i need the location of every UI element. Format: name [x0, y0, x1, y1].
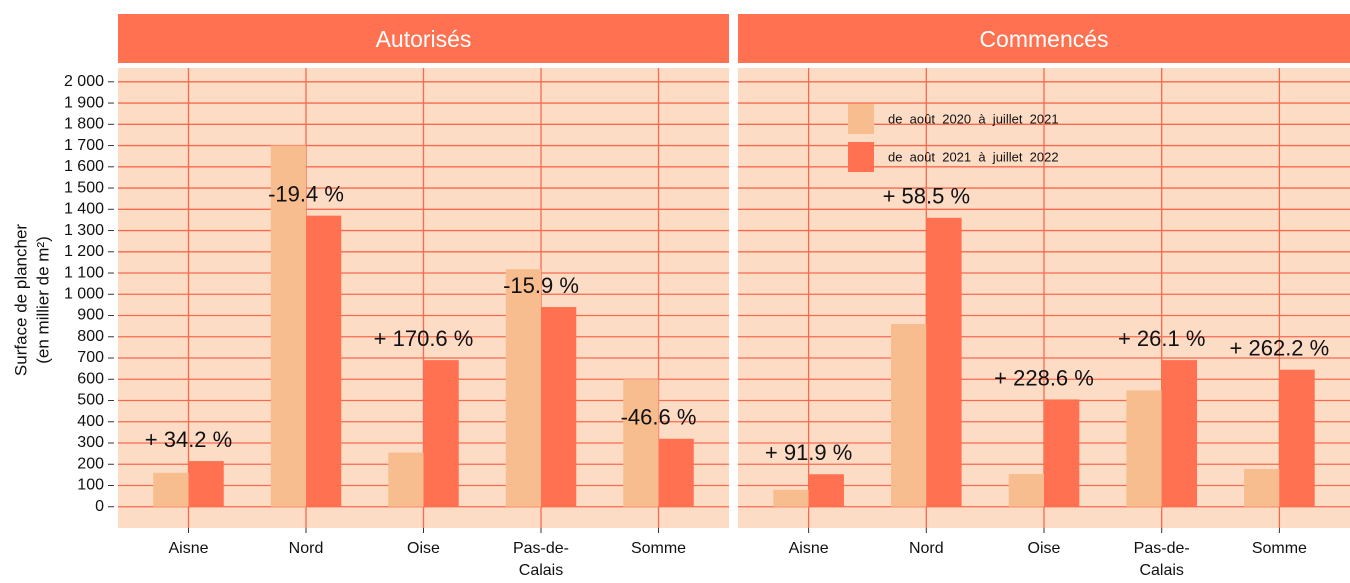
- annotation: + 228.6 %: [994, 365, 1094, 390]
- annotation: -46.6 %: [621, 405, 697, 430]
- annotation: + 262.2 %: [1230, 336, 1330, 361]
- bar: [188, 461, 224, 507]
- y-tick-label: 1 500: [64, 179, 104, 196]
- x-tick-label: Pas-de-Calais: [1133, 540, 1190, 579]
- strip: [738, 14, 1350, 63]
- y-axis-title: Surface de plancher: [11, 224, 30, 376]
- bar: [505, 269, 541, 507]
- y-tick-label: 0: [95, 498, 104, 515]
- x-tick-label: Nord: [288, 540, 324, 557]
- bar: [153, 472, 189, 507]
- y-tick-label: 1 000: [64, 286, 104, 303]
- annotation: + 58.5 %: [883, 184, 970, 209]
- annotation: + 34.2 %: [145, 427, 232, 452]
- y-tick-label: 1 300: [64, 222, 104, 239]
- y-tick-label: 200: [77, 455, 104, 472]
- x-tick-label: Oise: [407, 540, 440, 557]
- y-tick-label: 1 700: [64, 137, 104, 154]
- bar: [270, 145, 306, 507]
- bar: [541, 307, 577, 507]
- bar: [1279, 369, 1315, 507]
- y-tick-label: 1 400: [64, 201, 104, 218]
- y-tick-label: 900: [77, 307, 104, 324]
- bar: [891, 324, 927, 507]
- y-tick-label: 800: [77, 328, 104, 345]
- bar: [1044, 399, 1080, 507]
- legend-swatch: [848, 142, 874, 172]
- bar: [926, 217, 962, 507]
- annotation: + 170.6 %: [374, 326, 474, 351]
- strip: [118, 14, 729, 63]
- y-tick-label: 300: [77, 434, 104, 451]
- y-tick-label: 1 200: [64, 243, 104, 260]
- x-tick-label: Aisne: [168, 540, 209, 557]
- panel-title: Commencés: [979, 26, 1108, 52]
- bar: [1244, 468, 1280, 507]
- y-tick-label: 100: [77, 477, 104, 494]
- legend-label: de août 2021 à juillet 2022: [888, 149, 1059, 164]
- x-tick-label: Somme: [630, 540, 687, 557]
- y-tick-label: 1 600: [64, 158, 104, 175]
- x-tick-label: Aisne: [788, 540, 829, 557]
- x-tick-label: Nord: [908, 540, 944, 557]
- y-tick-label: 1 100: [64, 264, 104, 281]
- y-tick-label: 700: [77, 349, 104, 366]
- y-tick-label: 1 800: [64, 116, 104, 133]
- bar: [773, 489, 809, 507]
- x-tick-label: Pas-de-Calais: [512, 540, 570, 579]
- annotation: -15.9 %: [503, 273, 579, 298]
- bar: [1126, 390, 1162, 507]
- y-tick-label: 500: [77, 392, 104, 409]
- bar: [388, 452, 424, 507]
- annotation: -19.4 %: [268, 181, 344, 206]
- x-tick-label: Somme: [1251, 540, 1307, 557]
- annotation: + 91.9 %: [765, 440, 852, 465]
- y-tick-label: 2 000: [64, 73, 104, 90]
- y-axis-title: (en millier de m²): [33, 236, 52, 364]
- bar: [1008, 474, 1044, 507]
- bar: [658, 438, 694, 507]
- bar: [1161, 360, 1197, 507]
- bar: [423, 360, 459, 507]
- y-tick-label: 600: [77, 370, 104, 387]
- annotation: + 26.1 %: [1118, 326, 1205, 351]
- y-tick-label: 1 900: [64, 94, 104, 111]
- bar: [306, 215, 342, 507]
- x-tick-label: Oise: [1027, 540, 1061, 557]
- panel-title: Autorisés: [376, 26, 472, 52]
- legend-label: de août 2020 à juillet 2021: [888, 111, 1059, 126]
- bar: [623, 379, 659, 507]
- bar: [808, 474, 844, 507]
- y-tick-label: 400: [77, 413, 104, 430]
- legend-swatch: [848, 104, 874, 134]
